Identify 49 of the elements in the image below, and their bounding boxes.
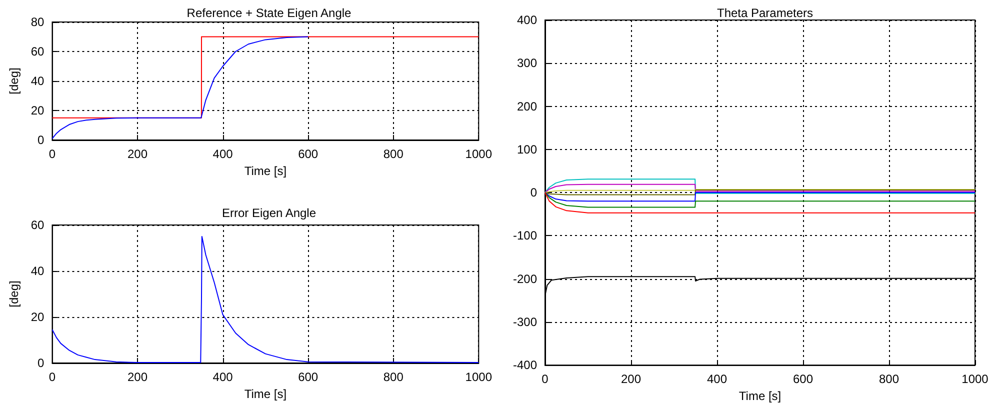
y-tick-label: -400: [512, 358, 538, 372]
y-tick-label: 40: [30, 264, 45, 278]
y-axis-title: [deg]: [7, 68, 21, 94]
x-tick-label: 0: [542, 372, 549, 386]
x-tick-label: 0: [48, 370, 56, 384]
line-series: [544, 192, 976, 208]
x-tick-label: 200: [128, 370, 148, 384]
x-tick-label: 800: [383, 370, 404, 384]
chart-title: Error Eigen Angle: [222, 206, 316, 220]
y-tick-label: 20: [30, 310, 45, 324]
y-tick-label: 100: [516, 142, 538, 156]
line-series: [52, 36, 309, 140]
line-series: [544, 192, 976, 202]
y-tick-label: 400: [516, 13, 538, 27]
x-tick-label: 200: [128, 147, 148, 161]
x-tick-label: 0: [48, 147, 56, 161]
y-tick-label: 80: [30, 15, 45, 29]
line-series: [544, 184, 976, 194]
y-axis-title: [deg]: [7, 280, 21, 308]
y-tick-label: 0: [38, 356, 45, 370]
y-tick-label: 0: [38, 133, 45, 147]
x-axis-title: Time [s]: [244, 164, 287, 178]
x-tick-label: 1000: [962, 372, 989, 386]
y-tick-label: 20: [30, 104, 45, 118]
x-tick-label: 400: [212, 147, 234, 161]
chart-title: Theta Parameters: [716, 6, 814, 20]
x-axis-title: Time [s]: [738, 389, 782, 403]
chart-title: Reference + State Eigen Angle: [186, 6, 352, 20]
x-tick-label: 600: [298, 370, 318, 384]
y-tick-label: -200: [512, 272, 538, 286]
x-tick-label: 400: [706, 372, 728, 386]
x-tick-label: 800: [878, 372, 900, 386]
y-tick-label: -300: [512, 314, 538, 329]
y-tick-label: 200: [516, 99, 538, 114]
line-series: [544, 178, 976, 194]
x-tick-label: 600: [792, 372, 814, 386]
y-tick-label: 60: [30, 218, 45, 232]
x-tick-label: 400: [212, 370, 234, 384]
x-tick-label: 1000: [465, 370, 492, 384]
y-tick-label: -100: [512, 228, 538, 243]
y-tick-label: 300: [516, 56, 538, 70]
x-tick-label: 1000: [465, 147, 492, 161]
x-tick-label: 800: [383, 147, 404, 161]
y-tick-label: 60: [30, 44, 45, 58]
y-tick-label: 0: [530, 186, 538, 200]
x-tick-label: 200: [620, 372, 642, 386]
x-tick-label: 600: [298, 147, 318, 161]
x-axis-title: Time [s]: [244, 386, 287, 401]
y-tick-label: 40: [30, 74, 45, 88]
